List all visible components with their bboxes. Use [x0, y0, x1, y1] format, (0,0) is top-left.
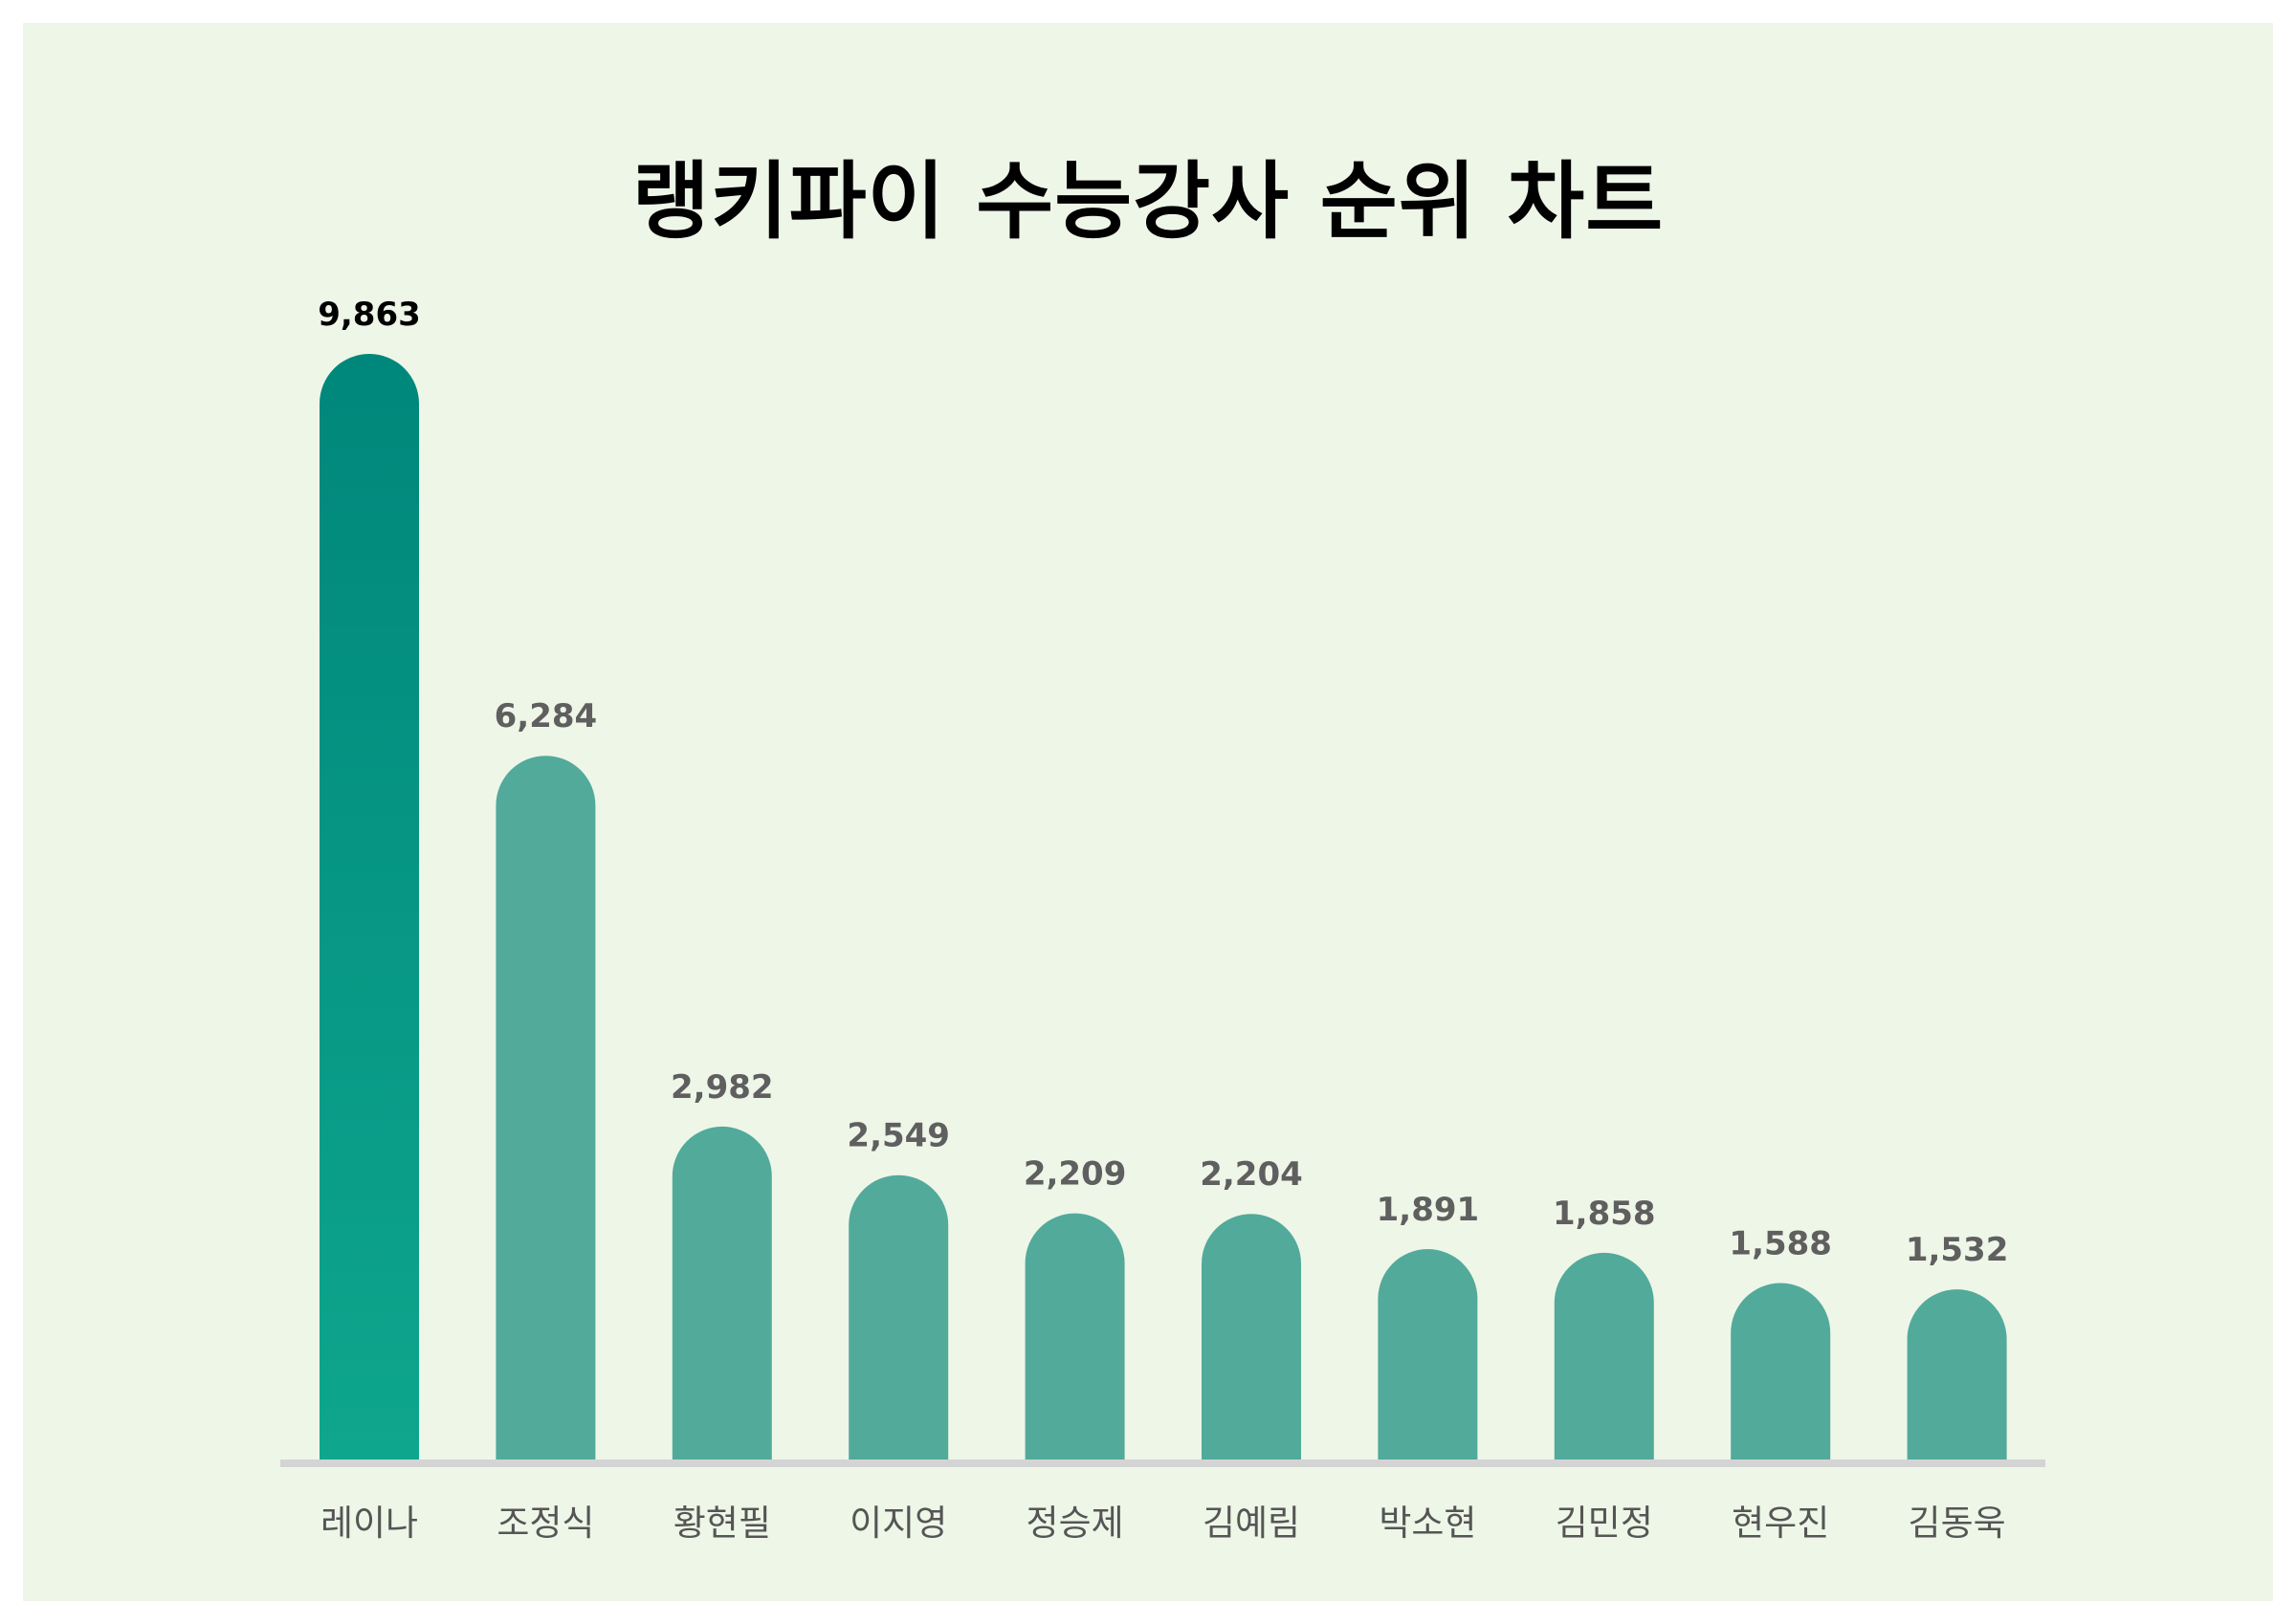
- category-label: 조정식: [497, 1503, 594, 1544]
- value-labels-group: 9,863 6,284 2,982 2,549 2,209 2,204 1,891 1,858…: [318, 296, 2008, 1269]
- category-label: 레이나: [320, 1503, 418, 1544]
- bar-황현필: [672, 1126, 772, 1461]
- category-label: 정승제: [1027, 1503, 1124, 1544]
- category-label: 이지영: [850, 1503, 947, 1544]
- bar-이지영: [849, 1174, 949, 1461]
- value-label: 6,284: [495, 697, 598, 735]
- bar-조정식: [496, 756, 596, 1461]
- category-label: 김예림: [1203, 1503, 1300, 1544]
- bar-김동욱: [1907, 1289, 2007, 1461]
- category-label: 박소현: [1379, 1503, 1476, 1544]
- category-labels-group: 레이나 조정식 황현필 이지영 정승제 김예림 박소현 김민정 현우진 김동욱: [320, 1503, 2006, 1544]
- category-label: 김민정: [1556, 1503, 1653, 1544]
- value-label: 1,532: [1906, 1231, 2009, 1269]
- baseline-axis: [280, 1459, 2045, 1467]
- value-label: 9,863: [318, 296, 421, 334]
- category-label: 현우진: [1732, 1503, 1829, 1544]
- value-label: 2,982: [671, 1068, 774, 1107]
- value-label: 1,891: [1377, 1191, 1480, 1229]
- value-label: 2,204: [1200, 1155, 1303, 1194]
- bar-레이나: [320, 354, 419, 1461]
- bar-현우진: [1731, 1283, 1831, 1461]
- value-label: 1,588: [1729, 1225, 1832, 1263]
- category-label: 김동욱: [1909, 1503, 2006, 1544]
- value-label: 2,549: [847, 1117, 950, 1155]
- bar-김민정: [1554, 1252, 1654, 1461]
- value-label: 1,858: [1553, 1195, 1656, 1233]
- bar-박소현: [1378, 1248, 1478, 1461]
- bar-정승제: [1025, 1213, 1125, 1461]
- value-label: 2,209: [1024, 1155, 1127, 1194]
- chart-title: 랭키파이 수능강사 순위 차트: [631, 152, 1665, 251]
- bar-김예림: [1202, 1214, 1301, 1461]
- bars-group: [320, 354, 2007, 1461]
- category-label: 황현필: [673, 1503, 771, 1544]
